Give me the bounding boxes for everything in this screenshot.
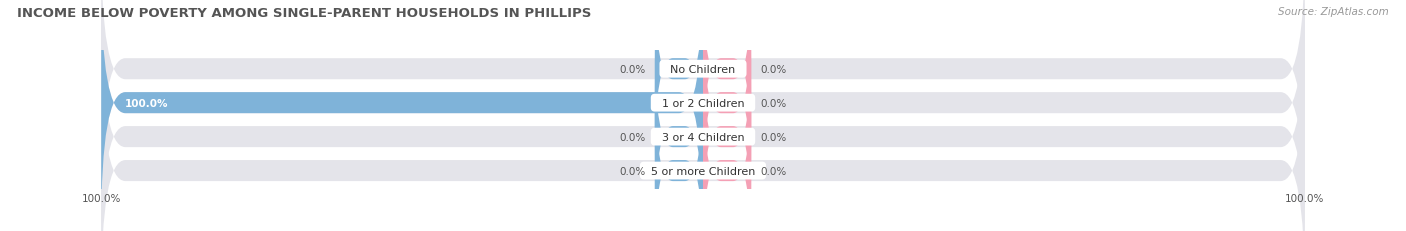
FancyBboxPatch shape xyxy=(101,0,1305,194)
FancyBboxPatch shape xyxy=(101,0,1305,228)
Text: 0.0%: 0.0% xyxy=(620,64,645,74)
Text: INCOME BELOW POVERTY AMONG SINGLE-PARENT HOUSEHOLDS IN PHILLIPS: INCOME BELOW POVERTY AMONG SINGLE-PARENT… xyxy=(17,7,592,20)
FancyBboxPatch shape xyxy=(703,46,751,228)
Text: No Children: No Children xyxy=(664,64,742,74)
FancyBboxPatch shape xyxy=(101,46,1305,231)
FancyBboxPatch shape xyxy=(703,0,751,160)
FancyBboxPatch shape xyxy=(655,46,703,228)
Text: 0.0%: 0.0% xyxy=(620,132,645,142)
Text: 0.0%: 0.0% xyxy=(761,132,786,142)
FancyBboxPatch shape xyxy=(703,80,751,231)
FancyBboxPatch shape xyxy=(655,80,703,231)
Text: 100.0%: 100.0% xyxy=(125,98,169,108)
FancyBboxPatch shape xyxy=(101,12,1305,231)
FancyBboxPatch shape xyxy=(101,0,703,228)
FancyBboxPatch shape xyxy=(703,12,751,194)
Text: 5 or more Children: 5 or more Children xyxy=(644,166,762,176)
Text: 3 or 4 Children: 3 or 4 Children xyxy=(655,132,751,142)
Text: Source: ZipAtlas.com: Source: ZipAtlas.com xyxy=(1278,7,1389,17)
Text: 0.0%: 0.0% xyxy=(761,98,786,108)
Text: 1 or 2 Children: 1 or 2 Children xyxy=(655,98,751,108)
Text: 0.0%: 0.0% xyxy=(761,166,786,176)
Text: 0.0%: 0.0% xyxy=(761,64,786,74)
Text: 0.0%: 0.0% xyxy=(620,166,645,176)
FancyBboxPatch shape xyxy=(655,0,703,160)
